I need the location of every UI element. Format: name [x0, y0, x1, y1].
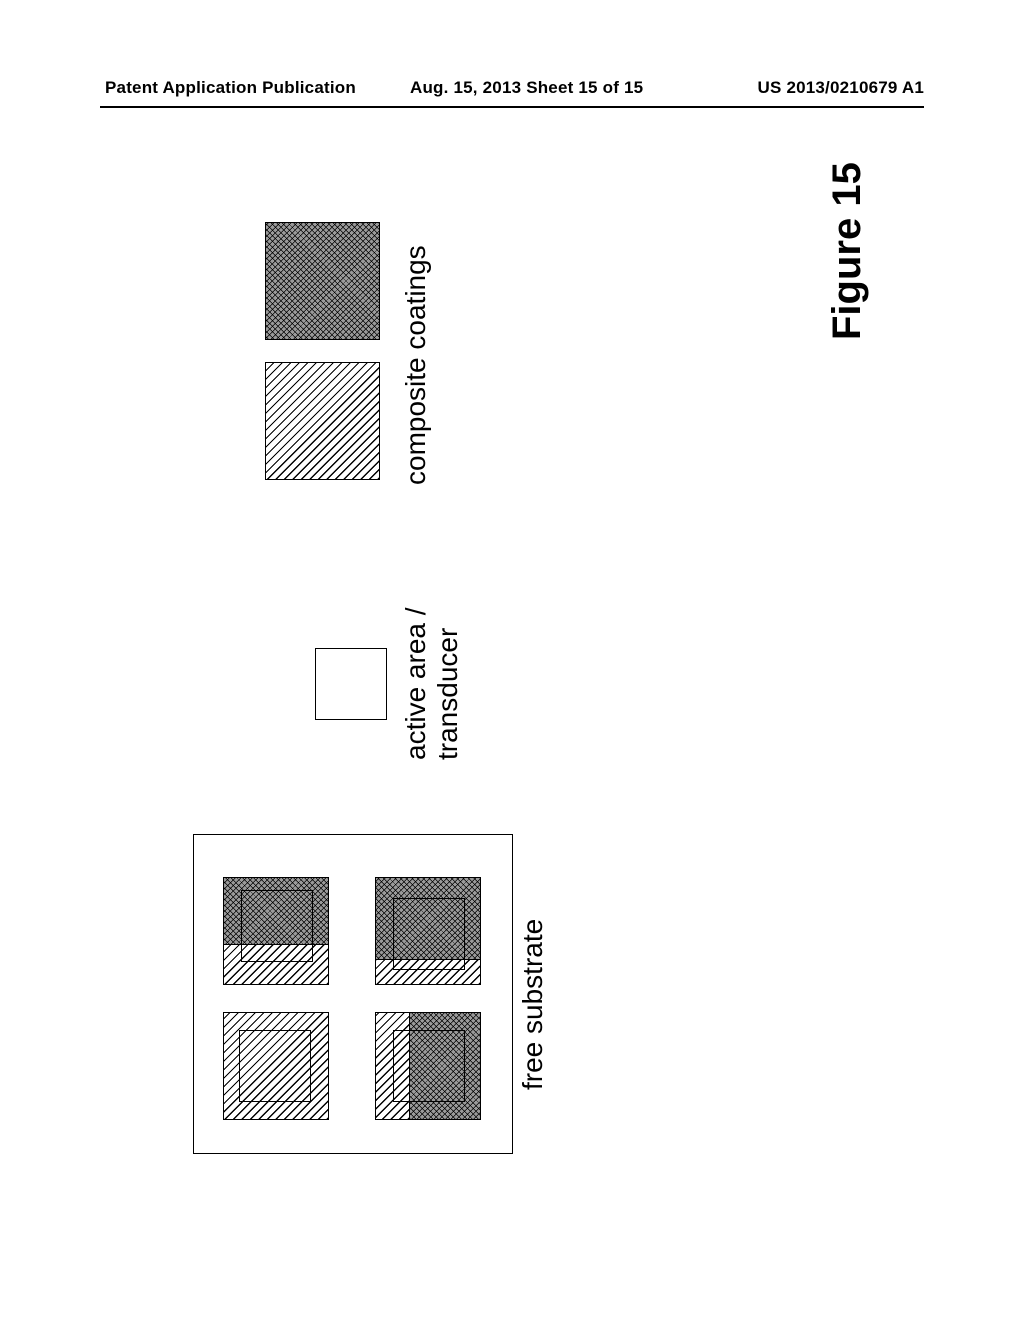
figure-label: Figure 15	[825, 162, 870, 340]
substrate-label: free substrate	[517, 919, 549, 1090]
legend-composite-diag	[265, 362, 380, 480]
legend-transducer-text: active area / transducer	[400, 607, 464, 760]
header-mid-text: Aug. 15, 2013 Sheet 15 of 15	[410, 78, 643, 98]
cell-2-transducer-outline	[393, 1030, 465, 1102]
patent-header: Patent Application Publication Aug. 15, …	[0, 78, 1024, 108]
header-left-text: Patent Application Publication	[105, 78, 356, 98]
legend-transducer-box	[315, 648, 387, 720]
legend-composite-cross	[265, 222, 380, 340]
cell-3-transducer-outline	[393, 898, 465, 970]
figure-region: free substrate active area / transducer co…	[105, 140, 920, 1160]
cell-1-transducer-outline	[241, 890, 313, 962]
cell-0-transducer-outline	[239, 1030, 311, 1102]
legend-composite-text: composite coatings	[400, 245, 432, 485]
header-divider	[100, 106, 924, 108]
header-right-text: US 2013/0210679 A1	[758, 78, 925, 98]
